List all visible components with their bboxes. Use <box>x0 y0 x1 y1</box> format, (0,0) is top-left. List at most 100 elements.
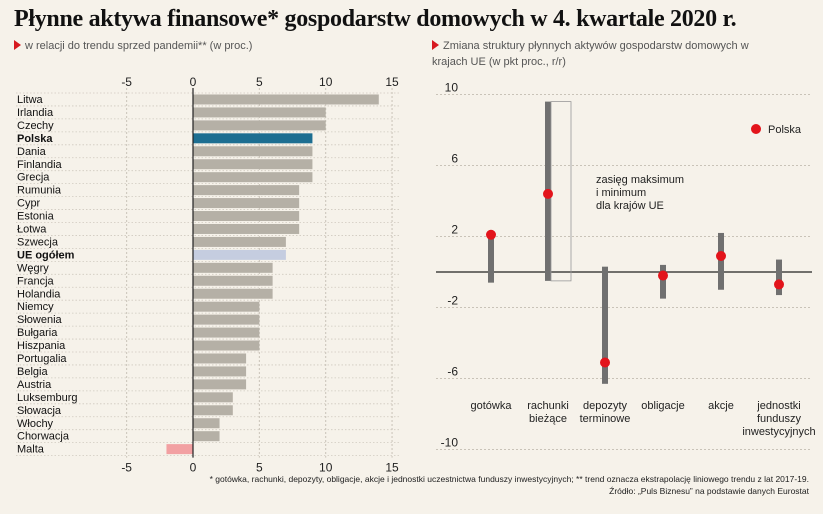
left-tick-label-top: 15 <box>385 75 399 89</box>
right-tick-label: 2 <box>451 223 458 237</box>
category-label: inwestycyjnych <box>742 426 815 438</box>
country-label: Irlandia <box>17 107 54 119</box>
poland-dot-rachunki <box>543 189 553 199</box>
country-label: Belgia <box>17 366 48 378</box>
poland-dot-jednostki <box>774 279 784 289</box>
country-label: Litwa <box>17 94 44 106</box>
bar-luksemburg <box>193 392 233 402</box>
left-tick-label-bottom: -5 <box>121 461 132 475</box>
range-bar-gotówka <box>488 237 494 283</box>
bar-rumunia <box>193 185 299 195</box>
range-bar-obligacje <box>660 265 666 299</box>
source-note: Źródło: „Puls Biznesu” na podstawie dany… <box>609 486 809 496</box>
bar-chorwacja <box>193 431 220 441</box>
country-label: Luksemburg <box>17 392 78 404</box>
country-label: Szwecja <box>17 236 59 248</box>
range-annotation-text: zasięg maksimum <box>596 174 684 186</box>
poland-dot-gotówka <box>486 230 496 240</box>
bar-cypr <box>193 198 299 208</box>
country-label: Dania <box>17 146 47 158</box>
bar-litwa <box>193 94 379 104</box>
left-tick-label-top: 0 <box>190 75 197 89</box>
left-tick-label-top: 10 <box>319 75 333 89</box>
country-label: UE ogółem <box>17 249 75 261</box>
left-tick-label-bottom: 0 <box>190 461 197 475</box>
footnote: * gotówka, rachunki, depozyty, obligacje… <box>210 474 809 484</box>
bar-belgia <box>193 366 246 376</box>
category-label: akcje <box>708 400 734 412</box>
bar-niemcy <box>193 302 259 312</box>
bar-austria <box>193 379 246 389</box>
right-tick-label: 6 <box>451 152 458 166</box>
poland-dot-obligacje <box>658 271 668 281</box>
left-tick-label-bottom: 10 <box>319 461 333 475</box>
bar-ue-ogółem <box>193 250 286 260</box>
poland-dot-akcje <box>716 251 726 261</box>
category-label: depozyty <box>583 400 628 412</box>
bar-grecja <box>193 172 312 182</box>
country-label: Malta <box>17 444 45 456</box>
country-label: Holandia <box>17 288 61 300</box>
category-label: gotówka <box>471 400 513 412</box>
country-label: Węgry <box>17 262 49 274</box>
bar-węgry <box>193 263 273 273</box>
country-label: Słowenia <box>17 314 63 326</box>
bar-słowenia <box>193 315 259 325</box>
category-label: bieżące <box>529 413 567 425</box>
country-label: Estonia <box>17 211 55 223</box>
legend-label: Polska <box>768 124 802 136</box>
category-label: funduszy <box>757 413 802 425</box>
right-tick-label: -10 <box>441 436 459 450</box>
left-tick-label-top: -5 <box>121 75 132 89</box>
right-tick-label: -6 <box>447 365 458 379</box>
range-annotation-text: i minimum <box>596 187 646 199</box>
bar-holandia <box>193 289 273 299</box>
bar-finlandia <box>193 159 312 169</box>
bar-słowacja <box>193 405 233 415</box>
range-annotation-bracket <box>551 102 571 281</box>
country-label: Austria <box>17 379 52 391</box>
bar-polska <box>193 133 312 143</box>
country-label: Słowacja <box>17 405 62 417</box>
bar-hiszpania <box>193 341 259 351</box>
country-label: Rumunia <box>17 185 62 197</box>
left-tick-label-top: 5 <box>256 75 263 89</box>
bar-czechy <box>193 120 326 130</box>
bar-dania <box>193 146 312 156</box>
country-label: Hiszpania <box>17 340 66 352</box>
country-label: Portugalia <box>17 353 67 365</box>
country-label: Czechy <box>17 120 54 132</box>
country-label: Włochy <box>17 418 54 430</box>
country-label: Chorwacja <box>17 431 70 443</box>
country-label: Cypr <box>17 198 41 210</box>
country-label: Polska <box>17 133 53 145</box>
legend-dot-icon <box>751 124 761 134</box>
country-label: Francja <box>17 275 55 287</box>
charts-canvas: -5-5005510101515LitwaIrlandiaCzechyPolsk… <box>0 0 823 514</box>
bar-portugalia <box>193 353 246 363</box>
bar-włochy <box>193 418 220 428</box>
category-label: terminowe <box>580 413 631 425</box>
left-tick-label-bottom: 15 <box>385 461 399 475</box>
category-label: rachunki <box>527 400 569 412</box>
country-label: Łotwa <box>17 224 47 236</box>
left-tick-label-bottom: 5 <box>256 461 263 475</box>
range-bar-akcje <box>718 233 724 290</box>
right-tick-label: 10 <box>445 81 459 95</box>
range-annotation-text: dla krajów UE <box>596 200 664 212</box>
bar-estonia <box>193 211 299 221</box>
category-label: obligacje <box>641 400 684 412</box>
bar-malta <box>166 444 193 454</box>
poland-dot-depozyty <box>600 358 610 368</box>
bar-francja <box>193 276 273 286</box>
country-label: Grecja <box>17 172 50 184</box>
country-label: Niemcy <box>17 301 54 313</box>
bar-irlandia <box>193 107 326 117</box>
right-tick-label: -2 <box>447 294 458 308</box>
bar-bułgaria <box>193 328 259 338</box>
country-label: Finlandia <box>17 159 63 171</box>
category-label: jednostki <box>756 400 800 412</box>
bar-łotwa <box>193 224 299 234</box>
country-label: Bułgaria <box>17 327 58 339</box>
bar-szwecja <box>193 237 286 247</box>
